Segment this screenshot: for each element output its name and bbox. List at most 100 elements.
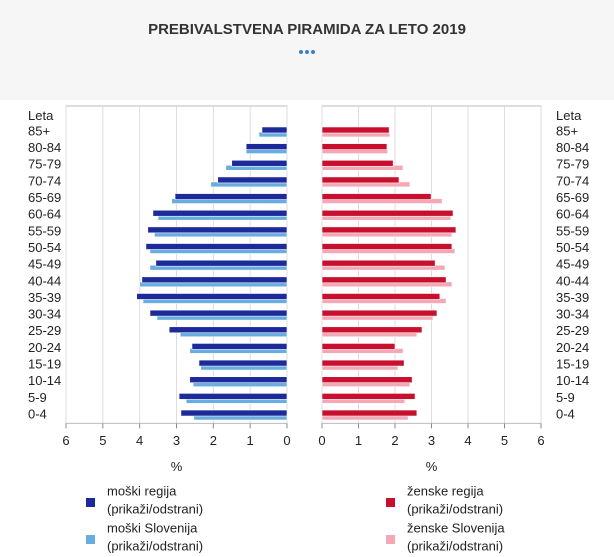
y-tick-label: 40-44	[556, 273, 589, 288]
y-tick-label: 10-14	[28, 373, 61, 388]
bar	[198, 359, 288, 367]
y-axis-label: Leta	[28, 108, 54, 123]
bar	[321, 226, 457, 234]
y-tick-label: 45-49	[28, 257, 61, 272]
bar	[321, 409, 418, 417]
legend-swatch[interactable]	[86, 498, 95, 507]
x-tick-label: 4	[464, 433, 471, 448]
bar	[152, 209, 288, 217]
bar	[168, 326, 288, 334]
y-tick-label: 30-34	[556, 307, 589, 322]
x-tick-label: 1	[247, 433, 254, 448]
bar	[217, 176, 288, 184]
bar	[191, 343, 288, 350]
legend-toggle[interactable]: (prikaži/odstrani)	[407, 501, 503, 516]
bar	[321, 343, 396, 350]
y-tick-label: 20-24	[556, 340, 589, 355]
bar	[321, 293, 441, 300]
chart-title: PREBIVALSTVENA PIRAMIDA ZA LETO 2019	[148, 21, 466, 38]
y-tick-label: 0-4	[556, 406, 575, 421]
menu-dots[interactable]	[299, 50, 315, 54]
y-tick-label: 30-34	[28, 307, 61, 322]
y-tick-label: 15-19	[28, 357, 61, 372]
legend-label[interactable]: moški Slovenija	[107, 520, 198, 535]
bar	[321, 159, 394, 167]
y-tick-label: 40-44	[28, 273, 61, 288]
bar	[178, 393, 288, 400]
y-tick-label: 75-79	[556, 157, 589, 172]
y-tick-label: 60-64	[556, 207, 589, 222]
legend-toggle[interactable]: (prikaži/odstrani)	[107, 538, 203, 553]
bar	[321, 243, 453, 250]
bar	[145, 243, 288, 250]
legend-label[interactable]: ženske regija	[407, 483, 484, 498]
legend-label[interactable]: ženske Slovenija	[407, 520, 505, 535]
y-tick-label: 35-39	[556, 290, 589, 305]
legend-label[interactable]: moški regija	[107, 483, 177, 498]
y-tick-label: 85+	[28, 123, 50, 138]
legend-swatch[interactable]	[386, 498, 395, 507]
bar	[321, 326, 423, 334]
y-tick-label: 50-54	[556, 240, 589, 255]
bar	[321, 193, 432, 200]
bar	[141, 276, 288, 284]
x-tick-label: 6	[537, 433, 544, 448]
y-tick-label: 20-24	[28, 340, 61, 355]
x-axis-label: %	[171, 459, 183, 474]
x-tick-label: 6	[62, 433, 69, 448]
bar	[245, 143, 288, 150]
y-tick-label: 70-74	[556, 173, 589, 188]
bar	[321, 309, 438, 317]
y-tick-label: 15-19	[556, 357, 589, 372]
y-tick-label: 70-74	[28, 173, 61, 188]
bar	[321, 393, 416, 400]
x-tick-label: 3	[428, 433, 435, 448]
bar	[231, 159, 288, 167]
bar	[189, 376, 288, 384]
legend-toggle[interactable]: (prikaži/odstrani)	[107, 501, 203, 516]
y-tick-label: 50-54	[28, 240, 61, 255]
y-tick-label: 35-39	[28, 290, 61, 305]
y-tick-label: 55-59	[28, 223, 61, 238]
bar	[321, 143, 388, 150]
bar	[261, 126, 288, 134]
legend-toggle[interactable]: (prikaži/odstrani)	[407, 538, 503, 553]
bar	[321, 359, 405, 367]
x-tick-label: 1	[355, 433, 362, 448]
y-tick-label: 65-69	[28, 190, 61, 205]
bar	[321, 276, 447, 284]
legend-swatch[interactable]	[386, 535, 395, 544]
y-tick-label: 60-64	[28, 207, 61, 222]
y-tick-label: 0-4	[28, 406, 47, 421]
y-tick-label: 65-69	[556, 190, 589, 205]
x-tick-label: 2	[391, 433, 398, 448]
x-tick-label: 0	[283, 433, 290, 448]
bar	[155, 259, 288, 267]
bar	[321, 376, 413, 384]
bar	[321, 126, 390, 134]
y-tick-label: 25-29	[28, 323, 61, 338]
y-tick-label: 5-9	[556, 390, 575, 405]
x-axis-label: %	[426, 459, 438, 474]
bar	[321, 259, 436, 267]
x-tick-label: 5	[501, 433, 508, 448]
y-axis-label: Leta	[556, 108, 582, 123]
x-tick-label: 2	[210, 433, 217, 448]
x-tick-label: 3	[173, 433, 180, 448]
y-tick-label: 85+	[556, 123, 578, 138]
x-tick-label: 0	[318, 433, 325, 448]
y-tick-label: 10-14	[556, 373, 589, 388]
bar	[174, 193, 288, 200]
y-tick-label: 80-84	[556, 140, 589, 155]
bar	[180, 409, 288, 417]
y-tick-label: 45-49	[556, 257, 589, 272]
legend-swatch[interactable]	[86, 535, 95, 544]
bar	[136, 293, 288, 300]
y-tick-label: 80-84	[28, 140, 61, 155]
bar	[321, 209, 454, 217]
y-tick-label: 5-9	[28, 390, 47, 405]
bar	[149, 309, 288, 317]
y-tick-label: 25-29	[556, 323, 589, 338]
y-tick-label: 55-59	[556, 223, 589, 238]
